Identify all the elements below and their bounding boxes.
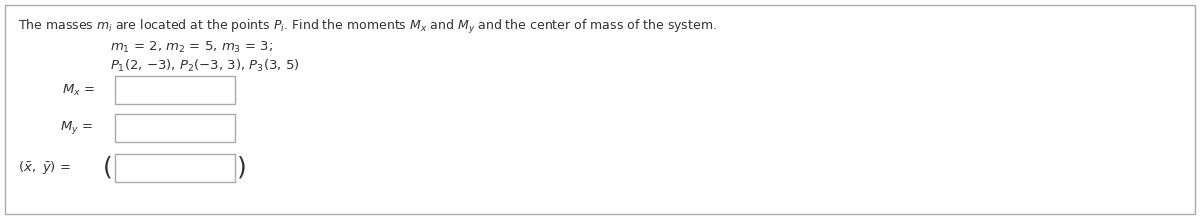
- Text: ): ): [238, 156, 247, 180]
- Text: The masses $m_i$ are located at the points $P_i$. Find the moments $M_x$ and $M_: The masses $m_i$ are located at the poin…: [18, 18, 716, 36]
- Text: $P_1$(2, −3), $P_2$(−3, 3), $P_3$(3, 5): $P_1$(2, −3), $P_2$(−3, 3), $P_3$(3, 5): [110, 58, 300, 74]
- Text: $(\bar{x},\ \bar{y})$ =: $(\bar{x},\ \bar{y})$ =: [18, 159, 71, 177]
- Bar: [115, 154, 235, 182]
- Bar: [115, 76, 235, 104]
- Text: $m_1$ = 2, $m_2$ = 5, $m_3$ = 3;: $m_1$ = 2, $m_2$ = 5, $m_3$ = 3;: [110, 40, 274, 55]
- Bar: [115, 114, 235, 142]
- Text: (: (: [103, 156, 113, 180]
- Text: $M_y$ =: $M_y$ =: [60, 120, 94, 136]
- Text: $M_x$ =: $M_x$ =: [62, 82, 95, 97]
